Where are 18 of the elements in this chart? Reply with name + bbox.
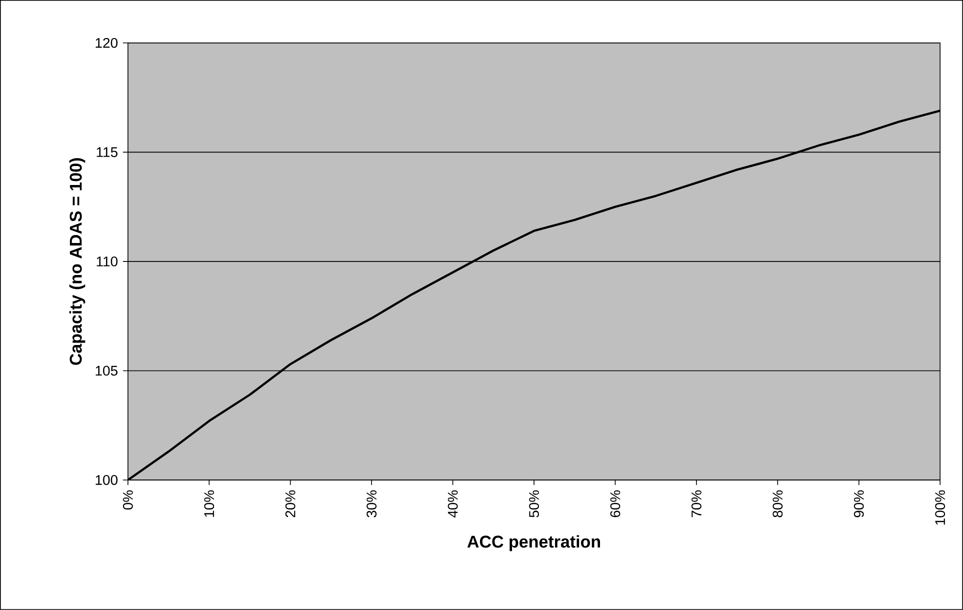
x-tick-label: 100% [935,490,946,525]
y-axis-title: Capacity (no ADAS = 100) [69,158,86,365]
x-tick-label: 70% [691,490,702,518]
x-tick-label: 30% [366,490,377,518]
x-tick-label: 90% [854,490,864,518]
x-tick-label: 20% [285,490,296,518]
y-tick-label: 115 [96,147,118,158]
y-tick-label: 100 [96,475,118,485]
x-tick-label: 0% [122,490,133,510]
x-tick-label: 40% [448,490,458,518]
x-axis-title: ACC penetration [467,535,600,552]
y-tick-label: 105 [96,366,118,376]
x-tick-label: 60% [610,490,620,518]
x-tick-label: 80% [772,490,783,518]
x-tick-label: 10% [204,490,214,517]
y-tick-label: 120 [96,38,118,48]
x-tick-label: 50% [529,490,539,518]
y-tick-label: 110 [96,256,118,266]
